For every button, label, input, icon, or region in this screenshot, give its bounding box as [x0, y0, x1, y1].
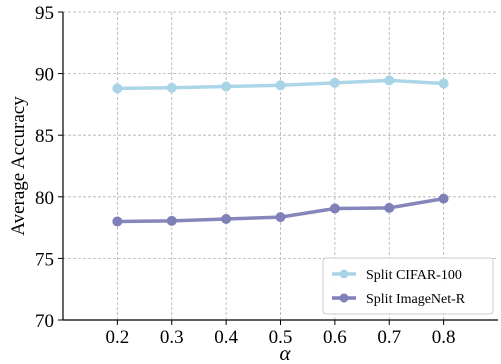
x-tick-label: 0.2 [106, 327, 130, 348]
x-tick-label: 0.8 [432, 327, 456, 348]
data-point [112, 83, 123, 94]
x-axis-label: α [279, 341, 291, 364]
data-point [329, 77, 340, 88]
x-tick-label: 0.5 [269, 327, 293, 348]
data-point [221, 81, 232, 92]
data-point [166, 82, 177, 93]
y-tick-label: 85 [35, 126, 54, 147]
y-tick-label: 80 [35, 188, 54, 209]
x-tick-label: 0.3 [160, 327, 184, 348]
y-tick-label: 95 [35, 3, 54, 24]
y-tick-label: 90 [35, 65, 54, 86]
legend-swatch-marker [339, 293, 349, 303]
data-point [384, 202, 395, 213]
legend-label: Split CIFAR-100 [366, 268, 462, 283]
axes [58, 11, 498, 325]
data-point [438, 78, 449, 89]
legend-label: Split ImageNet-R [366, 292, 466, 307]
x-tick-label: 0.4 [214, 327, 238, 348]
data-point [221, 213, 232, 224]
y-axis-label: Average Accuracy [8, 96, 29, 236]
tick-labels: 70 75 80 85 90 95 0.2 0.3 0.4 0.5 0.6 0.7 0.8 [35, 3, 456, 348]
y-tick-label: 70 [35, 311, 54, 332]
legend-swatch-marker [339, 269, 349, 279]
data-point [384, 75, 395, 86]
x-tick-label: 0.6 [323, 327, 347, 348]
data-point [275, 80, 286, 91]
data-point [112, 216, 123, 227]
data-point [166, 215, 177, 226]
legend-box [322, 257, 494, 315]
data-point [438, 193, 449, 204]
y-tick-label: 75 [35, 249, 54, 270]
series-layer [112, 75, 449, 227]
x-tick-label: 0.7 [377, 327, 401, 348]
legend: Split CIFAR-100 Split ImageNet-R [322, 257, 494, 315]
data-point [275, 212, 286, 223]
data-point [329, 203, 340, 214]
